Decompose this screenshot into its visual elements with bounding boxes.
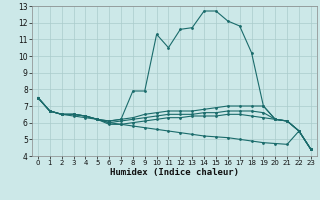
X-axis label: Humidex (Indice chaleur): Humidex (Indice chaleur)	[110, 168, 239, 177]
